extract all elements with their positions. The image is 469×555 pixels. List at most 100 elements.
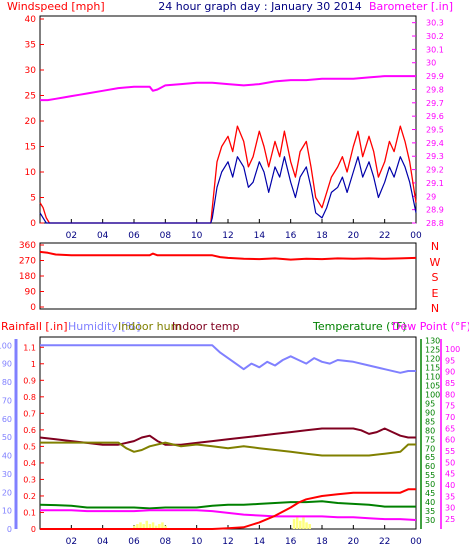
rain-rate-bar: [148, 524, 152, 529]
dew-point-tick-label: 50: [445, 458, 455, 467]
x-tick-label: 22: [379, 537, 390, 547]
windspeed-tick-label: 15: [25, 143, 36, 153]
dew-point-tick-label: 70: [445, 413, 455, 422]
top-panel-frame: [39, 15, 417, 224]
x-tick-label: 06: [128, 537, 140, 547]
rain-tick-label: 0.7: [23, 409, 36, 418]
temperature-tick-label: 100: [425, 390, 440, 399]
x-tick-label: 08: [160, 231, 172, 241]
rain-tick-label: 0.8: [23, 393, 36, 402]
rain-rate-bar: [136, 524, 139, 529]
x-tick-label: 14: [254, 231, 266, 241]
barometer-tick-label: 29.1: [426, 179, 444, 188]
barometer-axis-title: Barometer [.in]: [369, 0, 453, 13]
dew-point-tick-label: 95: [445, 356, 455, 365]
dew-point-tick-label: 75: [445, 402, 455, 411]
barometer-tick-label: 29.8: [426, 85, 444, 94]
barometer-tick-label: 30.3: [426, 19, 444, 28]
dew-point-tick-label: 55: [445, 447, 455, 456]
rain-rate-bar: [299, 520, 302, 529]
rain-rate-bar: [158, 524, 161, 529]
rain-tick-label: 0.6: [23, 426, 36, 435]
dew-point-tick-label: 60: [445, 436, 455, 445]
direction-tick-label: 360: [19, 241, 36, 251]
x-tick-label: 12: [222, 537, 233, 547]
barometer-tick-label: 29.3: [426, 152, 444, 161]
x-tick-label: 02: [66, 231, 77, 241]
indoor-temp-label: Indoor temp: [172, 320, 239, 333]
windspeed-axis-title: Windspeed [mph]: [7, 0, 105, 13]
barometer-tick-label: 29.9: [426, 72, 444, 81]
rain-tick-label: 1: [31, 360, 36, 369]
rainfall-line: [40, 488, 416, 530]
temperature-tick-label: 40: [425, 498, 435, 507]
temperature-tick-label: 50: [425, 480, 435, 489]
temperature-tick-label: 80: [425, 426, 435, 435]
x-tick-label: 22: [379, 231, 390, 241]
rain-rate-bar: [308, 524, 311, 529]
dew-point-tick-label: 85: [445, 379, 455, 388]
x-tick-label: 10: [191, 231, 203, 241]
humidity-label: Humidity [%]: [68, 320, 140, 333]
humidity-tick-label: 40: [2, 452, 12, 461]
dew-point-tick-label: 45: [445, 470, 455, 479]
chart-title: 24 hour graph day : January 30 2014: [158, 0, 362, 13]
compass-label: N: [431, 302, 439, 315]
x-tick-label: 20: [348, 231, 360, 241]
rain-rate-bar: [154, 525, 158, 529]
temperature-tick-label: 85: [425, 417, 435, 426]
barometer-tick-label: 29.2: [426, 166, 444, 175]
humidity-line: [40, 344, 416, 374]
direction-tick-label: 90: [25, 288, 37, 298]
temperature-tick-label: 75: [425, 435, 435, 444]
humidity-tick-label: 30: [2, 470, 12, 479]
barometer-tick-label: 28.8: [426, 219, 444, 228]
compass-label: E: [432, 287, 439, 300]
barometer-line: [40, 75, 416, 102]
temperature-tick-label: 45: [425, 489, 435, 498]
x-tick-label: 18: [316, 231, 328, 241]
humidity-tick-label: 10: [2, 507, 12, 516]
x-tick-label: 04: [97, 537, 109, 547]
x-tick-label: 00: [410, 537, 422, 547]
rain-tick-label: 1.1: [23, 343, 36, 352]
windspeed-tick-label: 25: [25, 92, 36, 102]
barometer-tick-label: 30: [426, 59, 436, 68]
rain-rate-bar: [302, 517, 305, 529]
wind-gust-line: [39, 125, 417, 224]
rain-rate-bar: [133, 525, 136, 529]
wind-direction-line: [39, 250, 417, 261]
rain-tick-label: 0.1: [23, 508, 36, 517]
compass-label: N: [431, 240, 439, 253]
dew-point-tick-label: 100: [445, 345, 460, 354]
temperature-tick-label: 110: [425, 372, 440, 381]
rain-tick-label: 0.3: [23, 475, 36, 484]
barometer-tick-label: 30.2: [426, 32, 444, 41]
temperature-tick-label: 70: [425, 444, 435, 453]
rain-rate-bar: [151, 522, 155, 529]
humidity-tick-label: 80: [2, 378, 12, 387]
indoor-humidity-line: [40, 441, 416, 457]
dew-point-tick-label: 30: [445, 504, 455, 513]
windspeed-tick-label: 0: [30, 219, 36, 229]
temperature-tick-label: 130: [425, 337, 440, 346]
barometer-tick-label: 29.6: [426, 112, 444, 121]
x-tick-label: 18: [316, 537, 328, 547]
rain-tick-label: 0.9: [23, 376, 36, 385]
humidity-tick-label: 90: [2, 360, 12, 369]
windspeed-tick-label: 10: [25, 168, 37, 178]
humidity-tick-label: 50: [2, 433, 12, 442]
dew-point-tick-label: 40: [445, 481, 455, 490]
humidity-tick-label: 60: [2, 415, 12, 424]
windspeed-line: [39, 156, 417, 224]
windspeed-tick-label: 40: [25, 15, 37, 25]
x-tick-label: 16: [285, 537, 297, 547]
x-tick-label: 20: [348, 537, 360, 547]
x-tick-label: 12: [222, 231, 233, 241]
temperature-tick-label: 120: [425, 355, 440, 364]
rain-rate-bar: [305, 522, 308, 529]
compass-label: S: [432, 271, 439, 284]
rain-tick-label: 0: [31, 525, 36, 534]
direction-compass-labels: N W S E N: [430, 240, 441, 315]
